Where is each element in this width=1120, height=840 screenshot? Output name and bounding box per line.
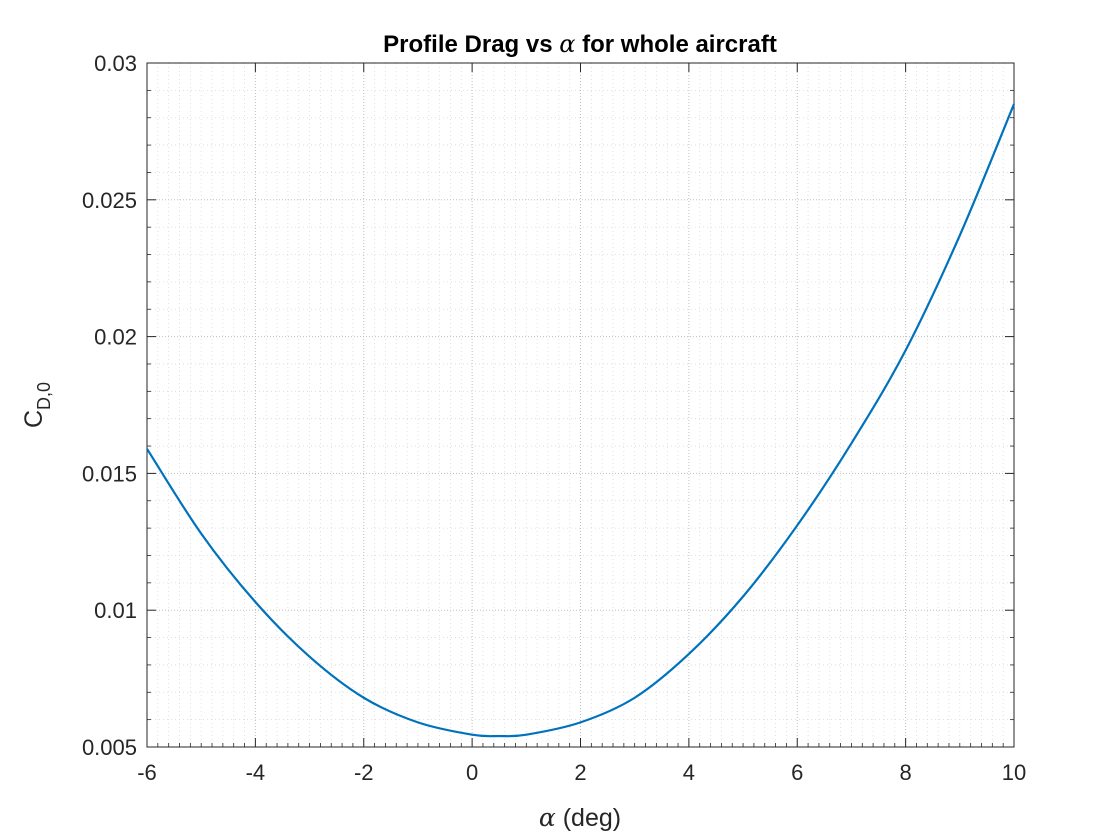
- chart-title: Profile Drag vs α for whole aircraft: [383, 30, 777, 58]
- y-tick-label: 0.02: [94, 325, 137, 350]
- y-tick-label: 0.01: [94, 598, 137, 623]
- series-layer: [146, 103, 1016, 738]
- x-tick-label: 6: [791, 760, 803, 785]
- x-tick-label: 0: [466, 760, 478, 785]
- y-tick-label: 0.005: [82, 735, 137, 760]
- x-tick-label: 4: [683, 760, 695, 785]
- x-tick-label: -4: [246, 760, 266, 785]
- x-tick-label: 10: [1002, 760, 1026, 785]
- y-tick-label: 0.03: [94, 51, 137, 76]
- x-tick-label: 2: [574, 760, 586, 785]
- x-tick-label: -2: [354, 760, 374, 785]
- x-tick-label: 8: [900, 760, 912, 785]
- x-axis-label: α (deg): [539, 803, 621, 832]
- minor-grid: [147, 63, 1014, 747]
- x-tick-label: -6: [137, 760, 157, 785]
- axis-ticks: [146, 62, 1015, 748]
- y-tick-label: 0.015: [82, 461, 137, 486]
- y-tick-labels: 0.005 0.01 0.015 0.02 0.025 0.03: [82, 51, 137, 760]
- x-tick-labels: -6 -4 -2 0 2 4 6 8 10: [137, 760, 1026, 785]
- y-tick-label: 0.025: [82, 188, 137, 213]
- series-line-0: [146, 103, 1016, 738]
- y-axis-label: CD,0: [20, 382, 54, 428]
